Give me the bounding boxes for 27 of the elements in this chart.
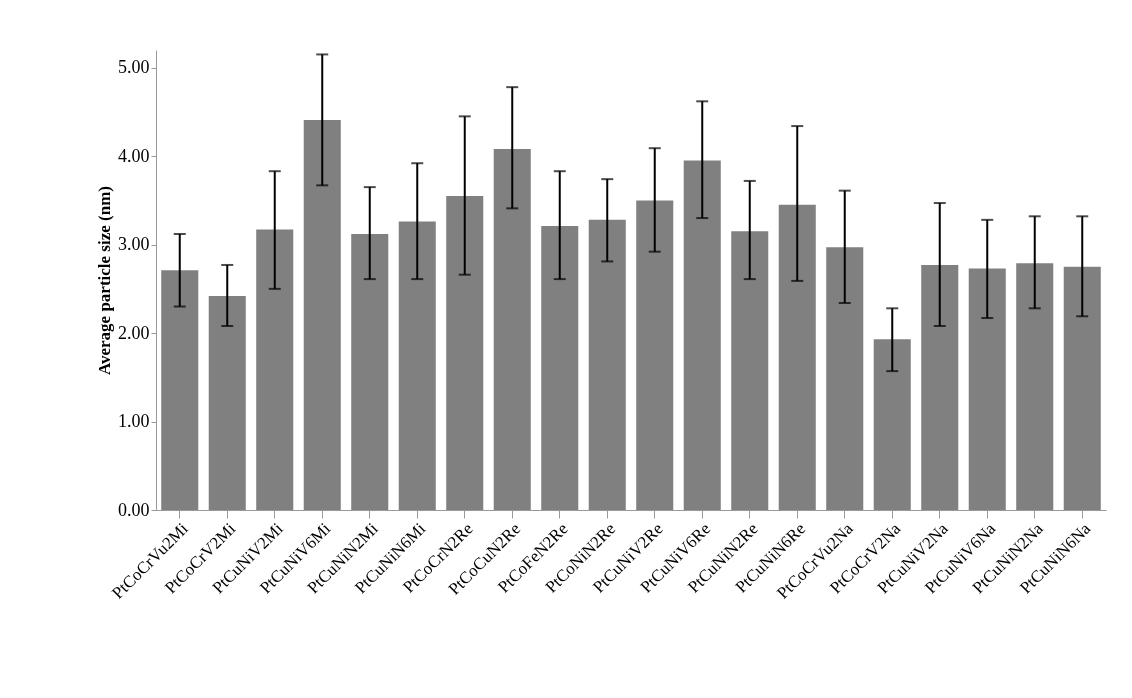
y-tick-label: 4.00 [118,145,150,166]
bar [1063,266,1101,510]
bar [826,247,864,510]
bar [968,268,1006,510]
y-axis-title: Average particle size (nm) [95,186,114,375]
y-tick-label: 2.00 [118,322,150,343]
bar [731,231,769,510]
bar [303,119,341,510]
bar [873,339,911,510]
bar [636,200,674,510]
bar [161,270,199,510]
bar [541,226,579,510]
bar [256,229,294,510]
bar [351,234,389,510]
bar [588,219,626,510]
bar [1016,263,1054,510]
bar [493,149,531,510]
y-tick-label: 5.00 [118,57,150,78]
bar [446,195,484,510]
y-tick-label: 1.00 [118,411,150,432]
bar [208,295,246,510]
bar [398,221,436,510]
bar [683,160,721,510]
y-tick-label: 0.00 [118,499,150,520]
y-tick-label: 3.00 [118,234,150,255]
bar [778,204,816,510]
bar [921,264,959,510]
